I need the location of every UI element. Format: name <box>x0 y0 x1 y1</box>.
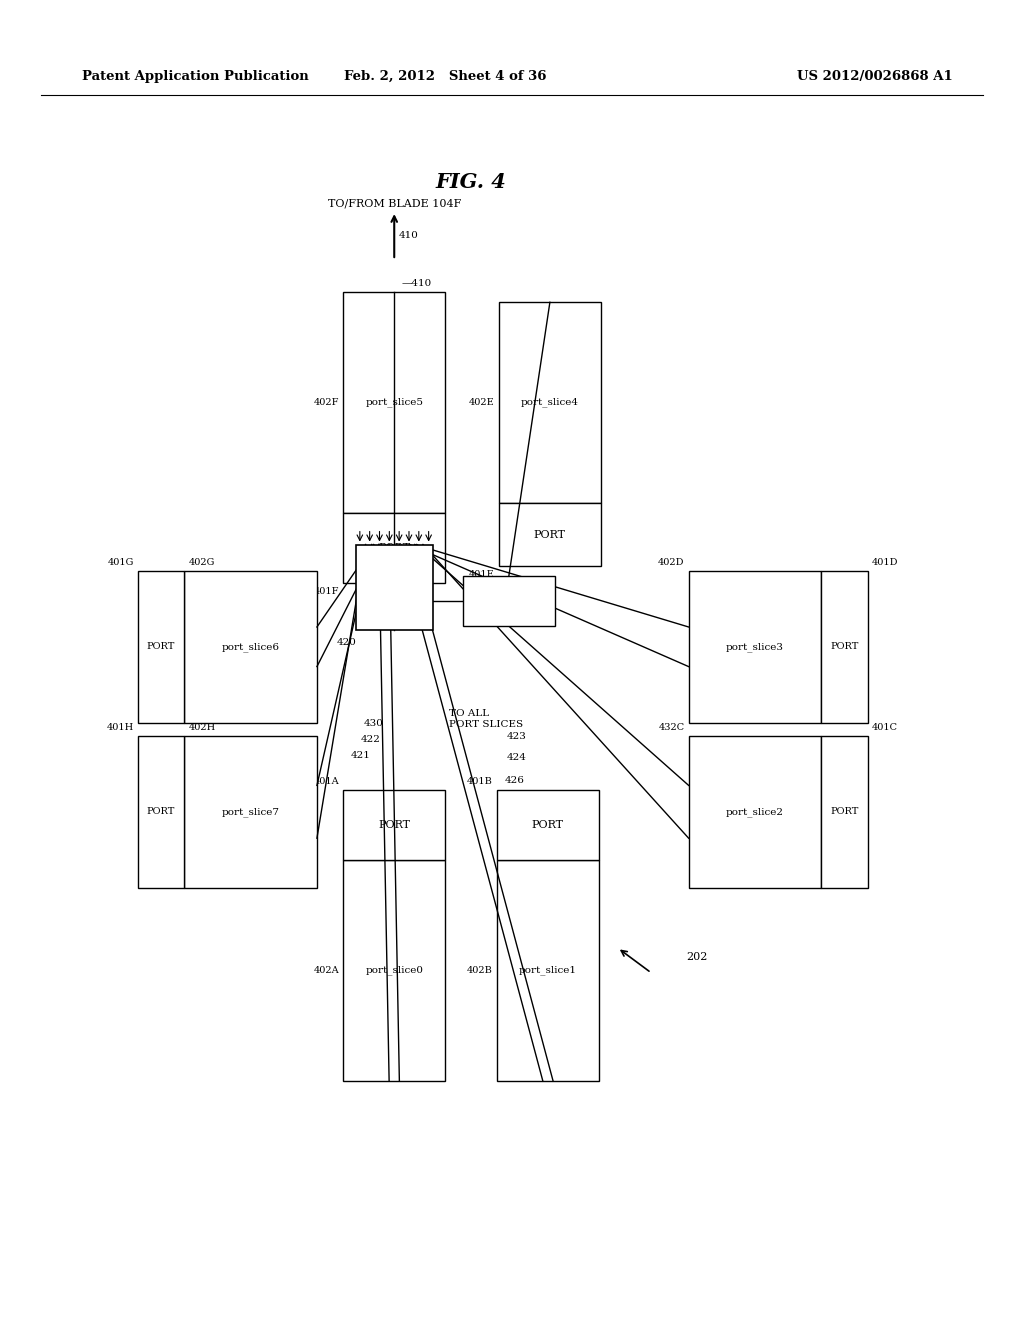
Text: port_slice4: port_slice4 <box>521 397 579 408</box>
Text: port_slice2: port_slice2 <box>726 807 784 817</box>
Text: 402A: 402A <box>313 966 339 974</box>
Text: 424: 424 <box>507 754 526 762</box>
Text: TO ALL
PORT SLICES: TO ALL PORT SLICES <box>449 709 522 730</box>
Bar <box>184 570 317 723</box>
Bar <box>688 737 821 888</box>
Text: port_slice1: port_slice1 <box>519 965 577 975</box>
Bar <box>688 570 821 723</box>
Text: PORT: PORT <box>531 820 564 830</box>
Bar <box>821 737 868 888</box>
Bar <box>497 791 599 859</box>
Text: PORT: PORT <box>146 808 175 816</box>
Bar <box>343 292 445 513</box>
Text: 421: 421 <box>351 751 371 759</box>
Text: 402H: 402H <box>188 723 216 731</box>
Text: port_slice0: port_slice0 <box>366 965 423 975</box>
Text: TO/FROM BLADE 104F: TO/FROM BLADE 104F <box>328 198 461 209</box>
Bar <box>184 737 317 888</box>
Bar <box>137 737 184 888</box>
Text: FIG. 4: FIG. 4 <box>435 172 507 193</box>
Bar <box>499 503 601 566</box>
Text: 432C: 432C <box>658 723 685 731</box>
Text: PORT: PORT <box>378 543 411 553</box>
Text: 430: 430 <box>365 719 384 727</box>
Text: Feb. 2, 2012   Sheet 4 of 36: Feb. 2, 2012 Sheet 4 of 36 <box>344 70 547 83</box>
Text: 402F: 402F <box>313 399 339 407</box>
Text: PORT: PORT <box>534 529 566 540</box>
Text: PORT: PORT <box>378 820 411 830</box>
Bar <box>497 859 599 1081</box>
Text: 401B: 401B <box>467 777 493 787</box>
Text: port_slice5: port_slice5 <box>366 397 423 408</box>
Text: 202: 202 <box>686 952 708 962</box>
Text: 401A: 401A <box>313 777 339 787</box>
Text: 426: 426 <box>505 776 524 784</box>
Text: 401F: 401F <box>313 586 339 595</box>
Text: 423: 423 <box>507 733 526 741</box>
Text: port_slice6: port_slice6 <box>221 642 280 652</box>
Bar <box>356 544 433 630</box>
Text: 401E: 401E <box>469 570 495 579</box>
Bar <box>343 791 445 859</box>
Text: PORT: PORT <box>830 643 859 651</box>
Text: 422: 422 <box>361 735 381 743</box>
Bar <box>137 570 184 723</box>
Text: 402B: 402B <box>467 966 493 974</box>
Text: 420: 420 <box>337 639 356 647</box>
Bar <box>463 576 555 626</box>
Text: 401G: 401G <box>108 558 134 566</box>
Text: 425: 425 <box>517 609 537 616</box>
Text: 401D: 401D <box>871 558 898 566</box>
Text: 401C: 401C <box>871 723 898 731</box>
Text: 402E: 402E <box>469 399 495 407</box>
Bar <box>343 513 445 582</box>
Text: 410: 410 <box>398 231 418 240</box>
Text: PORT: PORT <box>146 643 175 651</box>
Text: port_slice7: port_slice7 <box>221 807 280 817</box>
Bar <box>821 570 868 723</box>
Bar <box>499 302 601 503</box>
Text: 402G: 402G <box>188 558 215 566</box>
Bar <box>343 859 445 1081</box>
Text: 401H: 401H <box>106 723 134 731</box>
Text: port_slice3: port_slice3 <box>726 642 784 652</box>
Text: Patent Application Publication: Patent Application Publication <box>82 70 308 83</box>
Text: PORT: PORT <box>830 808 859 816</box>
Text: —410: —410 <box>401 280 432 288</box>
Text: US 2012/0026868 A1: US 2012/0026868 A1 <box>797 70 952 83</box>
Text: 402D: 402D <box>658 558 685 566</box>
